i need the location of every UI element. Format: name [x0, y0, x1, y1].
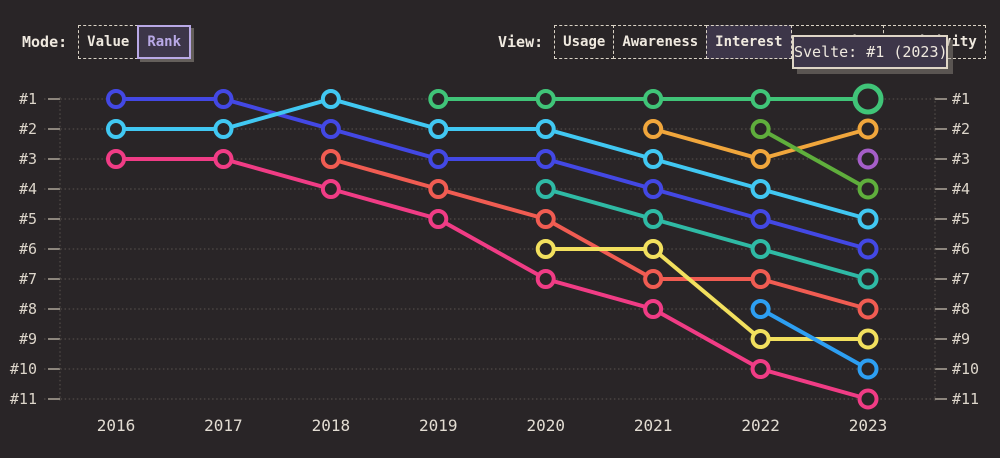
year-label: 2023 — [849, 416, 888, 435]
right-rank-label: #7 — [952, 270, 970, 288]
data-point-series-amber-2022[interactable] — [750, 149, 771, 169]
right-rank-label: #3 — [952, 150, 970, 168]
series-line-series-pink — [116, 157, 869, 401]
data-point-series-pink-2019[interactable] — [428, 209, 449, 229]
series-line-series-olive — [759, 127, 869, 191]
left-rank-label: #8 — [19, 300, 37, 318]
data-point-series-yellow-2022[interactable] — [750, 329, 771, 349]
data-point-series-olive-2022[interactable] — [750, 119, 771, 139]
right-rank-label: #4 — [952, 180, 970, 198]
data-point-series-coral-2020[interactable] — [535, 209, 556, 229]
data-point-series-yellow-2021[interactable] — [643, 239, 664, 259]
data-point-series-pink-2023[interactable] — [857, 388, 879, 410]
right-rank-label: #1 — [952, 90, 970, 108]
left-rank-label: #2 — [19, 120, 37, 138]
data-point-series-blue-2020[interactable] — [535, 149, 556, 169]
left-rank-label: #5 — [19, 210, 37, 228]
data-point-series-cyan-2017[interactable] — [213, 119, 234, 139]
year-label: 2018 — [312, 416, 351, 435]
data-point-series-pink-2022[interactable] — [750, 359, 771, 379]
year-label: 2020 — [526, 416, 565, 435]
data-point-series-cyan-2022[interactable] — [750, 179, 771, 199]
view-label: View: — [498, 33, 544, 51]
right-rank-label: #2 — [952, 120, 970, 138]
data-point-series-purple-2023[interactable] — [857, 148, 879, 170]
right-rank-label: #9 — [952, 330, 970, 348]
mode-control-group: Mode: Value Rank — [22, 25, 192, 59]
left-rank-label: #3 — [19, 150, 37, 168]
data-point-series-blue-2016[interactable] — [106, 89, 126, 109]
data-point-series-blue-2023[interactable] — [857, 238, 879, 260]
left-rank-label: #10 — [10, 360, 37, 378]
data-point-series-olive-2023[interactable] — [857, 178, 879, 200]
data-point-series-blue-2021[interactable] — [643, 179, 664, 199]
data-point-series-lightblue-2022[interactable] — [750, 299, 771, 319]
data-point-series-cyan-2021[interactable] — [643, 149, 664, 169]
right-rank-label: #8 — [952, 300, 970, 318]
data-point-series-coral-2019[interactable] — [428, 179, 449, 199]
left-rank-label: #11 — [10, 390, 37, 408]
data-point-series-teal-2023[interactable] — [857, 268, 879, 290]
year-label: 2021 — [634, 416, 673, 435]
series-line-series-blue — [116, 97, 869, 251]
right-rank-label: #5 — [952, 210, 970, 228]
right-rank-label: #11 — [952, 390, 979, 408]
year-label: 2016 — [97, 416, 136, 435]
data-point-series-pink-2021[interactable] — [643, 299, 664, 319]
data-point-series-pink-2016[interactable] — [106, 149, 126, 169]
data-point-series-cyan-2020[interactable] — [535, 119, 556, 139]
data-point-series-cyan-2018[interactable] — [320, 89, 341, 109]
data-point-series-teal-2020[interactable] — [535, 179, 556, 199]
year-label: 2017 — [204, 416, 243, 435]
data-point-series-pink-2018[interactable] — [320, 179, 341, 199]
data-point-series-blue-2019[interactable] — [428, 149, 449, 169]
left-rank-label: #9 — [19, 330, 37, 348]
data-point-series-coral-2022[interactable] — [750, 269, 771, 289]
data-point-series-coral-2018[interactable] — [320, 149, 341, 169]
data-point-series-coral-2023[interactable] — [857, 298, 879, 320]
data-point-series-teal-2022[interactable] — [750, 239, 771, 259]
left-rank-label: #4 — [19, 180, 37, 198]
left-rank-label: #7 — [19, 270, 37, 288]
data-point-Svelte-2022[interactable] — [750, 89, 771, 109]
data-point-Svelte-2020[interactable] — [535, 89, 556, 109]
series-line-series-lightblue — [759, 307, 869, 371]
right-rank-label: #6 — [952, 240, 970, 258]
data-point-series-pink-2017[interactable] — [213, 149, 234, 169]
mode-label: Mode: — [22, 33, 68, 51]
data-point-Svelte-2019[interactable] — [428, 89, 449, 109]
data-point-series-yellow-2020[interactable] — [535, 239, 556, 259]
data-point-series-lightblue-2023[interactable] — [857, 358, 879, 380]
left-rank-label: #1 — [19, 90, 37, 108]
data-point-series-blue-2022[interactable] — [750, 209, 771, 229]
data-point-series-coral-2021[interactable] — [643, 269, 664, 289]
data-point-series-amber-2023[interactable] — [857, 118, 879, 140]
data-point-Svelte-2021[interactable] — [643, 89, 664, 109]
data-point-series-cyan-2016[interactable] — [106, 119, 126, 139]
data-point-series-blue-2017[interactable] — [213, 89, 234, 109]
data-point-series-teal-2021[interactable] — [643, 209, 664, 229]
data-point-series-amber-2021[interactable] — [643, 119, 664, 139]
data-point-Svelte-2023[interactable] — [852, 83, 884, 115]
mode-option-rank[interactable]: Rank — [137, 25, 192, 59]
series-line-series-teal — [545, 187, 869, 281]
data-point-series-blue-2018[interactable] — [320, 119, 341, 139]
series-line-series-cyan — [116, 96, 869, 221]
left-rank-label: #6 — [19, 240, 37, 258]
tooltip: Svelte: #1 (2023) — [792, 35, 948, 69]
data-point-series-cyan-2019[interactable] — [428, 119, 449, 139]
data-point-series-yellow-2023[interactable] — [857, 328, 879, 350]
year-label: 2019 — [419, 416, 458, 435]
data-point-series-cyan-2023[interactable] — [857, 208, 879, 230]
year-label: 2022 — [741, 416, 780, 435]
series-line-series-coral — [330, 157, 869, 311]
mode-buttons: Value Rank — [78, 25, 192, 59]
right-rank-label: #10 — [952, 360, 979, 378]
data-point-series-pink-2020[interactable] — [535, 269, 556, 289]
